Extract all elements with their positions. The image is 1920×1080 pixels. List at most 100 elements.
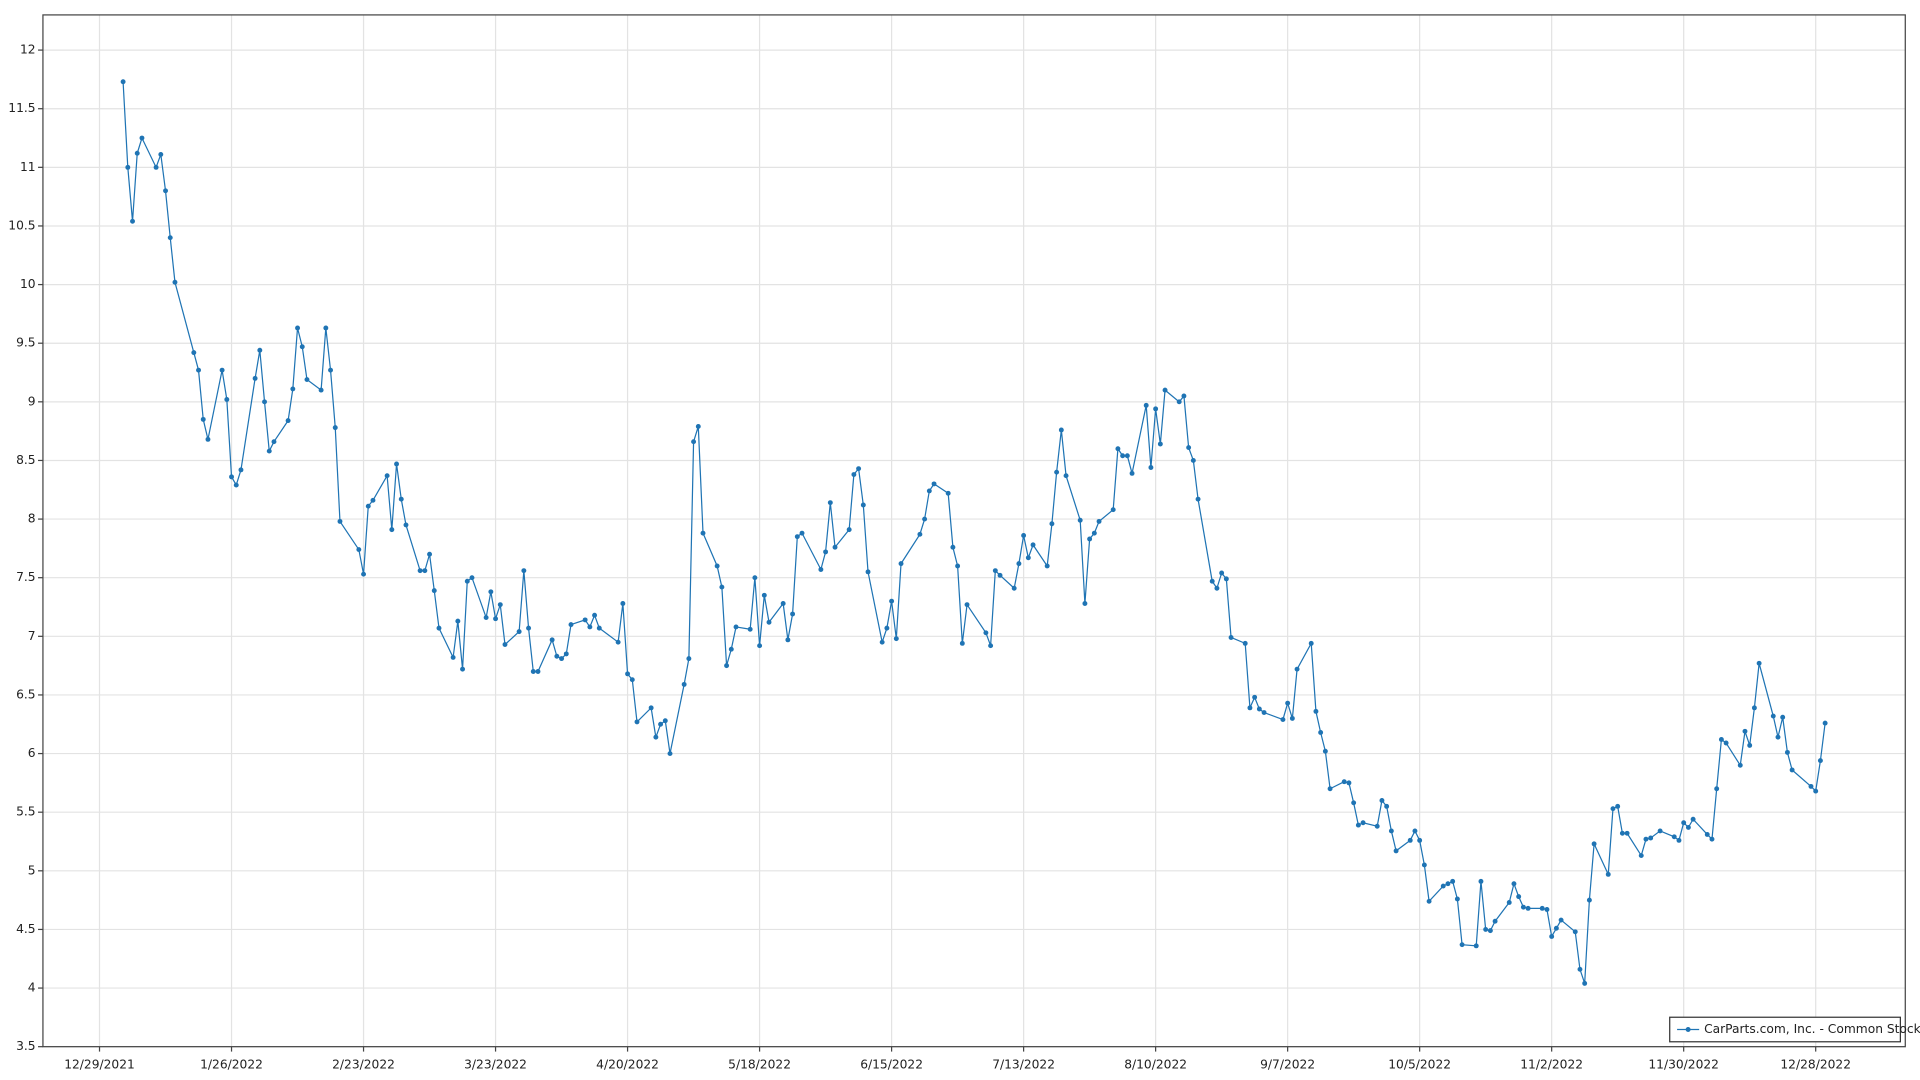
data-point bbox=[1054, 469, 1060, 475]
y-tick-label: 6 bbox=[28, 746, 36, 760]
data-point bbox=[625, 671, 631, 677]
data-point bbox=[1525, 905, 1531, 911]
data-point bbox=[1615, 803, 1621, 809]
data-point bbox=[747, 626, 753, 632]
data-point bbox=[394, 461, 400, 467]
data-point bbox=[1143, 402, 1149, 408]
data-point bbox=[568, 622, 574, 628]
data-point bbox=[1096, 518, 1102, 524]
data-point bbox=[1091, 530, 1097, 536]
data-point bbox=[1417, 837, 1423, 843]
data-point bbox=[1120, 453, 1126, 459]
data-point bbox=[1516, 894, 1522, 900]
data-point bbox=[497, 602, 503, 608]
data-point bbox=[1016, 561, 1022, 567]
data-point bbox=[955, 563, 961, 569]
y-tick-label: 8 bbox=[28, 512, 36, 526]
x-tick-label: 7/13/2022 bbox=[992, 1058, 1055, 1072]
data-point bbox=[823, 549, 829, 555]
data-point bbox=[285, 418, 291, 424]
y-tick-label: 8.5 bbox=[16, 453, 35, 467]
data-point bbox=[724, 663, 730, 669]
data-point bbox=[1294, 666, 1300, 672]
x-tick-label: 9/7/2022 bbox=[1260, 1058, 1315, 1072]
data-point bbox=[865, 569, 871, 575]
data-point bbox=[530, 669, 536, 674]
data-point bbox=[1780, 714, 1786, 720]
data-point bbox=[1454, 896, 1460, 902]
data-point bbox=[1341, 779, 1347, 785]
data-point bbox=[200, 416, 206, 422]
data-point bbox=[304, 377, 310, 383]
data-point bbox=[1030, 542, 1036, 548]
data-point bbox=[328, 367, 333, 373]
data-point bbox=[1087, 536, 1093, 542]
data-point bbox=[827, 500, 833, 506]
data-point bbox=[163, 188, 168, 194]
data-point bbox=[856, 466, 862, 472]
data-point bbox=[653, 734, 659, 740]
data-point bbox=[233, 482, 239, 488]
data-point bbox=[323, 325, 329, 331]
data-point bbox=[1011, 585, 1017, 591]
data-point bbox=[1577, 966, 1583, 972]
data-point bbox=[785, 637, 791, 643]
data-point bbox=[417, 568, 423, 574]
data-point bbox=[1690, 816, 1696, 822]
data-point bbox=[662, 718, 668, 724]
data-point bbox=[1021, 533, 1027, 538]
data-point bbox=[629, 677, 635, 683]
data-point bbox=[262, 399, 267, 405]
data-point bbox=[1148, 465, 1154, 470]
x-tick-label: 11/2/2022 bbox=[1520, 1058, 1583, 1072]
data-point bbox=[780, 601, 786, 606]
data-point bbox=[1817, 758, 1823, 764]
data-point bbox=[1261, 710, 1267, 715]
data-point bbox=[1280, 717, 1286, 723]
data-point bbox=[1181, 393, 1187, 399]
data-point bbox=[554, 653, 560, 659]
data-point bbox=[1384, 803, 1390, 809]
y-tick-label: 9 bbox=[28, 394, 36, 408]
data-point bbox=[686, 656, 692, 662]
data-point bbox=[1247, 705, 1253, 711]
data-point bbox=[1110, 507, 1116, 513]
y-tick-label: 9.5 bbox=[16, 336, 35, 350]
data-point bbox=[1082, 601, 1088, 606]
data-point bbox=[1756, 660, 1762, 666]
data-point bbox=[295, 325, 300, 331]
y-tick-label: 4.5 bbox=[16, 922, 35, 936]
data-point bbox=[1784, 749, 1790, 755]
data-point bbox=[1412, 828, 1418, 834]
data-point bbox=[1360, 820, 1366, 826]
data-point bbox=[1704, 832, 1710, 837]
data-point bbox=[1751, 705, 1757, 711]
data-point bbox=[167, 235, 173, 241]
data-point bbox=[1586, 897, 1592, 903]
data-point bbox=[365, 503, 371, 509]
data-point bbox=[898, 561, 904, 567]
data-point bbox=[549, 637, 555, 643]
data-point bbox=[658, 721, 664, 727]
data-point bbox=[535, 669, 541, 674]
data-point bbox=[592, 612, 598, 618]
data-point bbox=[1077, 517, 1083, 523]
data-point bbox=[1346, 780, 1352, 786]
data-point bbox=[1723, 740, 1729, 746]
data-point bbox=[983, 630, 989, 636]
data-point bbox=[436, 625, 442, 631]
data-point bbox=[997, 572, 1003, 578]
data-point bbox=[582, 617, 588, 623]
data-point bbox=[1388, 828, 1394, 834]
data-point bbox=[158, 151, 164, 157]
legend-marker bbox=[1685, 1027, 1691, 1032]
data-point bbox=[757, 643, 763, 649]
data-point bbox=[356, 547, 362, 553]
data-point bbox=[1648, 835, 1654, 841]
data-point bbox=[1553, 925, 1559, 931]
data-point bbox=[1327, 786, 1333, 792]
data-point bbox=[1624, 830, 1630, 836]
data-point bbox=[120, 79, 126, 85]
